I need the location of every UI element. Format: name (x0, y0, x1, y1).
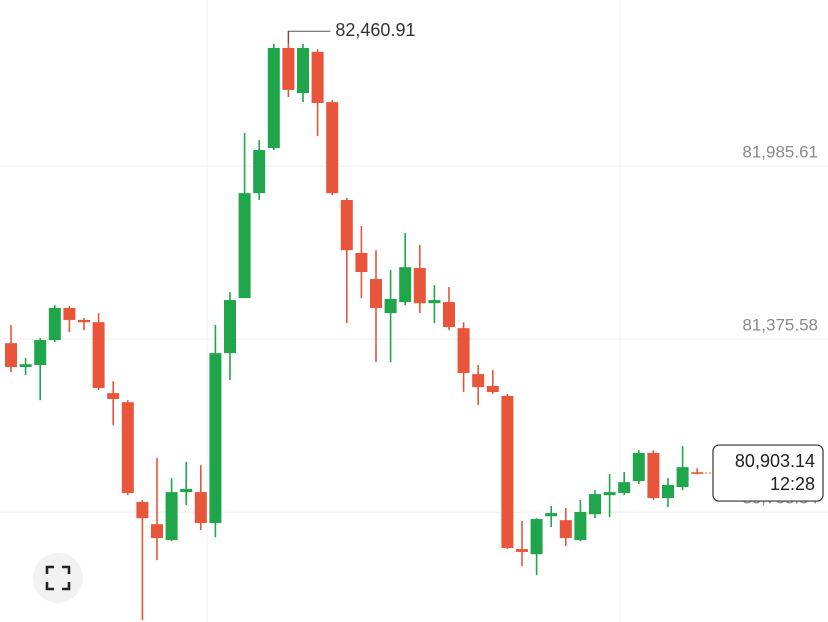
candle-body (238, 193, 251, 299)
candle-body (267, 47, 280, 149)
y-tick-label: 81,985.61 (742, 143, 818, 162)
candle-body (384, 298, 397, 314)
candle-body (107, 393, 120, 400)
max-annotation-line (287, 30, 331, 44)
candle-body (413, 268, 426, 304)
candle-body (589, 494, 601, 515)
candle-body (297, 47, 309, 94)
candle-body (486, 386, 499, 392)
candle-body (355, 252, 368, 273)
candle-body (370, 279, 382, 309)
current-price-box (712, 444, 824, 502)
candle-body (340, 199, 353, 251)
candle-body (428, 300, 441, 304)
candle-body (63, 308, 76, 320)
candle-body (165, 492, 178, 541)
candle-body (180, 488, 193, 493)
candle-body (311, 51, 324, 103)
candle-body (136, 502, 149, 519)
candle-body (443, 302, 455, 328)
candle-body (632, 452, 645, 482)
candle-body (78, 319, 90, 323)
candle-body (326, 102, 339, 194)
candle-body (457, 328, 470, 373)
fullscreen-icon[interactable] (45, 565, 71, 591)
candle-body (121, 402, 134, 493)
candle-body (399, 267, 412, 303)
candle-body (676, 467, 689, 487)
candle-body (282, 47, 295, 90)
candle-body (545, 513, 558, 517)
candle-body (209, 353, 222, 524)
candle-body (647, 452, 660, 499)
candle-body (516, 549, 528, 552)
candle-body (48, 308, 61, 341)
candle-body (472, 374, 485, 388)
candle-body (501, 395, 514, 548)
current-price-label: 80,903.14 (735, 451, 815, 471)
candle-body (253, 150, 266, 194)
y-tick-label: 81,375.58 (742, 316, 818, 335)
candle-body (662, 485, 674, 499)
candle-body (5, 343, 17, 368)
candle-body (574, 511, 587, 541)
candle-body (603, 492, 616, 496)
fullscreen-button[interactable] (33, 553, 83, 603)
candle-body (19, 364, 32, 368)
fullscreen-button-bg[interactable] (33, 553, 83, 603)
max-annotation-label: 82,460.91 (335, 20, 415, 40)
candle-body (618, 482, 631, 493)
candle-body (194, 492, 207, 524)
candle-body (151, 524, 163, 539)
candle-body (92, 322, 105, 389)
candle-body (559, 520, 572, 539)
candle-body (224, 300, 236, 354)
candle-body (34, 340, 47, 366)
candle-body (530, 519, 543, 555)
countdown-label: 12:28 (770, 474, 815, 494)
